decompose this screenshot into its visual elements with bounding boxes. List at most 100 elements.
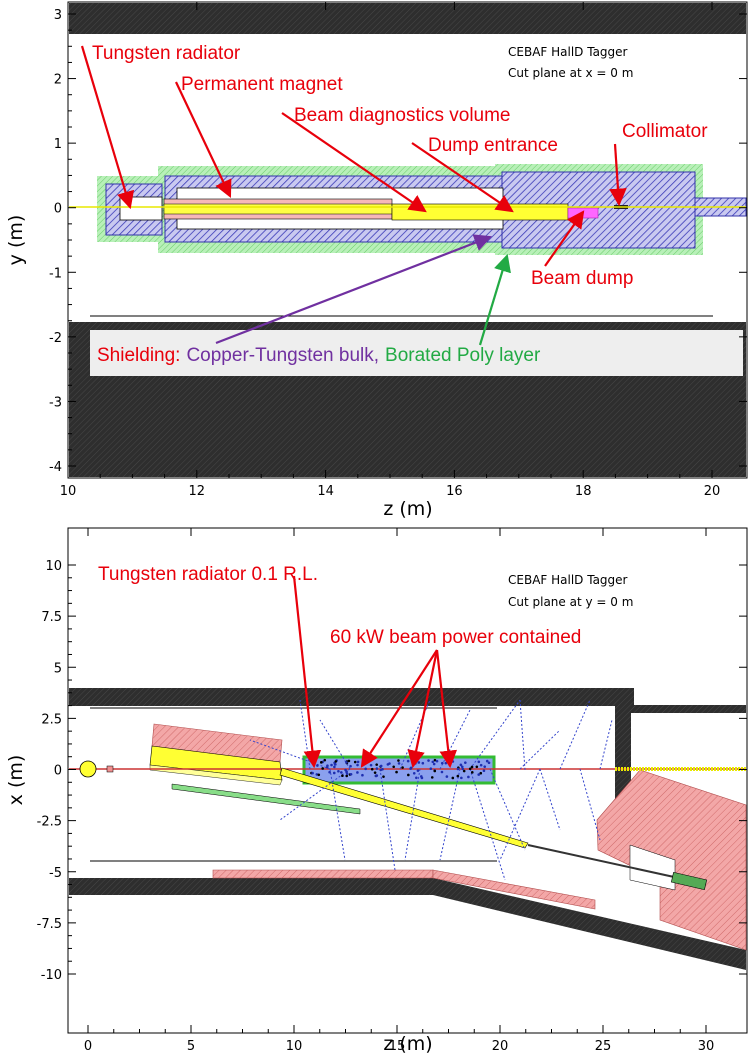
particle-hit	[382, 775, 385, 778]
upper-shield-wall	[69, 3, 746, 34]
particle-hit	[480, 764, 483, 767]
particle-hit	[371, 768, 374, 771]
top-panel: CEBAF HallD Tagger Cut plane at x = 0 m …	[5, 2, 747, 520]
radiator-circle-icon	[80, 761, 96, 777]
particle-hit	[441, 762, 444, 765]
particle-hit	[323, 759, 326, 762]
bottom-title: CEBAF HallD Tagger	[508, 573, 628, 587]
particle-hit	[380, 765, 383, 768]
label-collimator: Collimator	[622, 121, 708, 142]
particle-hit	[441, 771, 444, 774]
upper-wall-right	[631, 705, 746, 713]
legend-poly: Borated Poly layer	[385, 345, 541, 366]
particle-hit	[316, 764, 319, 767]
particle-hit	[397, 759, 400, 762]
particle-hit	[392, 765, 395, 768]
particle-hit	[417, 769, 420, 772]
particle-hit	[354, 761, 357, 764]
particle-hit	[311, 772, 314, 775]
y-tick-label: -3	[49, 395, 62, 410]
particle-hit	[407, 760, 410, 763]
particle-hit	[457, 768, 460, 771]
top-y-axis-label: y (m)	[5, 215, 27, 266]
y-tick-label: -7.5	[37, 917, 62, 932]
label-beam-dump: Beam dump	[531, 268, 633, 289]
particle-hit	[433, 763, 436, 766]
x-tick-label: 20	[492, 1039, 509, 1054]
particle-hit	[464, 761, 467, 764]
particle-hit	[415, 777, 418, 780]
particle-hit	[421, 777, 424, 780]
particle-hit	[333, 772, 336, 775]
x-tick-label: 10	[286, 1039, 303, 1054]
particle-hit	[326, 764, 329, 767]
particle-hit	[356, 771, 359, 774]
y-tick-label: -5	[49, 866, 62, 881]
particle-hit	[330, 764, 333, 767]
top-x-axis-label: z (m)	[383, 498, 432, 520]
y-tick-label: 3	[54, 8, 62, 23]
particle-hit	[381, 768, 384, 771]
particle-hit	[478, 761, 481, 764]
particle-hit	[488, 761, 491, 764]
label-radiator-rl: Tungsten radiator 0.1 R.L.	[98, 564, 318, 585]
y-tick-label: 2	[54, 73, 62, 88]
particle-hit	[401, 766, 404, 769]
y-tick-label: 0	[54, 202, 62, 217]
particle-hit	[483, 769, 486, 772]
particle-hit	[446, 775, 449, 778]
radiator-holder	[107, 766, 113, 772]
top-title: CEBAF HallD Tagger	[508, 45, 628, 59]
y-tick-label: 0	[54, 764, 62, 779]
x-tick-label: 30	[698, 1039, 715, 1054]
particle-hit	[370, 764, 373, 767]
particle-hit	[340, 771, 343, 774]
magnet-core	[164, 204, 392, 214]
y-tick-label: 2.5	[41, 712, 62, 727]
particle-hit	[469, 767, 472, 770]
particle-hit	[317, 773, 320, 776]
y-tick-label: -10	[41, 968, 62, 983]
particle-hit	[433, 770, 436, 773]
bottom-subtitle: Cut plane at y = 0 m	[508, 595, 633, 609]
particle-hit	[436, 760, 439, 763]
x-tick-label: 12	[189, 484, 206, 499]
particle-hit	[364, 768, 367, 771]
particle-hit	[467, 776, 470, 779]
particle-hit	[452, 760, 455, 763]
label-tungsten-radiator: Tungsten radiator	[92, 43, 241, 64]
label-dump-entrance: Dump entrance	[428, 135, 558, 156]
particle-hit	[445, 762, 448, 765]
particle-hit	[431, 761, 434, 764]
y-tick-label: -1	[49, 266, 62, 281]
x-tick-label: 16	[446, 484, 463, 499]
particle-hit	[471, 771, 474, 774]
particle-hit	[337, 770, 340, 773]
particle-hit	[387, 763, 390, 766]
legend-copper: Copper-Tungsten bulk,	[186, 345, 379, 366]
particle-hit	[413, 772, 416, 775]
particle-hit	[361, 774, 364, 777]
particle-hit	[430, 767, 433, 770]
bottom-panel: CEBAF HallD Tagger Cut plane at y = 0 m …	[5, 528, 747, 1055]
particle-hit	[374, 771, 377, 774]
particle-hit	[345, 761, 348, 764]
particle-hit	[333, 766, 336, 769]
particle-hit	[375, 763, 378, 766]
label-beam-power: 60 kW beam power contained	[330, 627, 581, 648]
particle-hit	[395, 771, 398, 774]
x-tick-label: 14	[317, 484, 334, 499]
bottom-y-axis-label: x (m)	[5, 755, 27, 806]
particle-hit	[476, 765, 479, 768]
particle-hit	[320, 761, 323, 764]
particle-hit	[335, 760, 338, 763]
label-beam-diagnostics: Beam diagnostics volume	[294, 105, 511, 126]
particle-hit	[457, 775, 460, 778]
shielding-legend: Shielding: Copper-Tungsten bulk, Borated P…	[97, 345, 541, 366]
particle-hit	[471, 766, 474, 769]
particle-hit	[321, 767, 324, 770]
particle-hit	[427, 759, 430, 762]
particle-hit	[460, 764, 463, 767]
particle-hit	[350, 773, 353, 776]
particle-hit	[328, 771, 331, 774]
